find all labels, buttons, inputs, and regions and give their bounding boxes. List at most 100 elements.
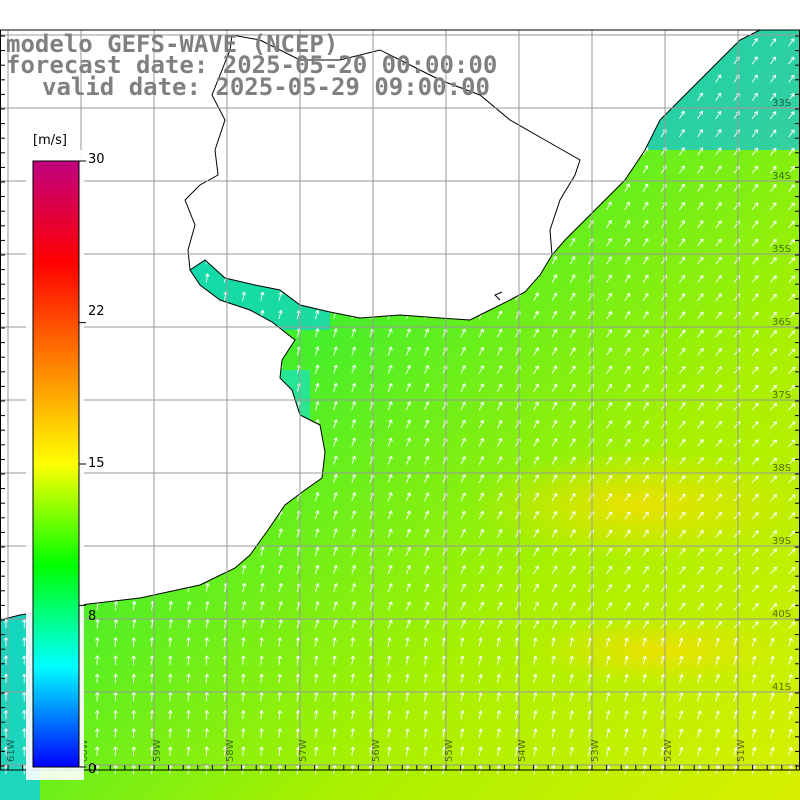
- wind-arrow: [751, 584, 759, 593]
- wind-arrow: [679, 147, 685, 156]
- wind-arrow: [131, 273, 137, 283]
- wind-arrow: [168, 728, 173, 738]
- wind-arrow: [715, 74, 722, 83]
- wind-arrow: [679, 566, 686, 575]
- wind-arrow: [770, 220, 777, 229]
- wind-arrow: [606, 438, 613, 447]
- wind-arrow: [533, 637, 538, 647]
- wind-arrow: [697, 183, 704, 192]
- wind-arrow: [679, 220, 685, 229]
- wind-arrow: [770, 512, 778, 520]
- wind-arrow: [606, 329, 613, 338]
- wind-arrow: [624, 728, 629, 738]
- wind-arrow: [424, 419, 430, 429]
- wind-arrow: [205, 491, 210, 502]
- wind-arrow: [95, 728, 100, 738]
- wind-arrow: [241, 164, 246, 174]
- wind-arrow: [478, 274, 484, 283]
- wind-arrow: [259, 255, 265, 265]
- wind-arrow: [697, 384, 704, 393]
- wind-arrow: [95, 546, 100, 556]
- wind-arrow: [460, 383, 466, 392]
- wind-arrow: [205, 364, 210, 374]
- wind-arrow: [478, 746, 483, 756]
- wind-arrow: [569, 128, 576, 138]
- wind-arrow: [751, 566, 759, 575]
- wind-arrow: [642, 37, 648, 47]
- wind-arrow: [624, 438, 631, 447]
- wind-arrow: [204, 182, 210, 192]
- wind-arrow: [642, 637, 647, 647]
- wind-arrow: [460, 292, 466, 301]
- wind-arrow: [351, 601, 357, 611]
- latitude-labels: 33S 34S 35S 36S 37S 38S 39S 40S 41S: [772, 98, 791, 693]
- wind-arrow: [186, 182, 191, 192]
- wind-arrow: [715, 256, 722, 265]
- wind-arrow: [314, 127, 319, 138]
- wind-arrow: [113, 182, 118, 192]
- wind-arrow: [788, 275, 796, 283]
- wind-arrow: [186, 346, 192, 356]
- wind-arrow: [460, 255, 466, 265]
- wind-arrow: [405, 292, 411, 301]
- wind-arrow: [478, 255, 484, 265]
- wind-arrow: [204, 237, 210, 247]
- wind-arrow: [769, 728, 775, 738]
- wind-arrow: [22, 364, 27, 374]
- wind-arrow: [424, 528, 430, 538]
- wind-arrow: [186, 400, 192, 411]
- wind-arrow: [715, 384, 723, 393]
- wind-arrow: [22, 546, 27, 556]
- wind-arrow: [551, 92, 557, 101]
- wind-arrow: [278, 528, 283, 538]
- wind-arrow: [788, 655, 793, 665]
- wind-arrow: [278, 309, 283, 320]
- wind-arrow: [624, 475, 631, 484]
- wind-arrow: [533, 110, 539, 119]
- wind-arrow: [405, 546, 411, 556]
- wind-arrow: [424, 182, 429, 192]
- wind-arrow: [770, 457, 778, 465]
- wind-arrow: [168, 473, 174, 483]
- wind-arrow: [788, 475, 796, 484]
- wind-arrow: [168, 455, 174, 465]
- wind-arrow: [496, 728, 501, 738]
- wind-arrow: [424, 583, 430, 593]
- wind-arrow: [788, 348, 796, 356]
- wind-arrow: [460, 746, 465, 756]
- wind-arrow: [533, 583, 539, 593]
- wind-arrow: [642, 220, 649, 229]
- wind-arrow: [751, 728, 757, 738]
- wind-arrow: [770, 165, 777, 174]
- wind-arrow: [751, 147, 759, 156]
- wind-arrow: [405, 455, 411, 465]
- wind-arrow: [168, 546, 174, 556]
- wind-arrow: [113, 382, 119, 392]
- wind-arrow: [424, 219, 429, 229]
- wind-arrow: [204, 673, 210, 684]
- latitude-label: 41S: [772, 682, 791, 693]
- wind-arrow: [131, 327, 137, 338]
- wind-arrow: [186, 491, 192, 502]
- wind-arrow: [131, 746, 137, 756]
- wind-arrow: [333, 601, 338, 611]
- latitude-label: 34S: [772, 171, 791, 182]
- wind-arrow: [624, 201, 630, 211]
- wind-arrow: [350, 728, 355, 738]
- wind-arrow: [333, 255, 338, 265]
- wind-arrow: [167, 127, 173, 138]
- wind-arrow: [551, 292, 558, 302]
- wind-arrow: [405, 219, 411, 229]
- wind-arrow: [642, 128, 649, 138]
- wind-arrow: [22, 564, 27, 574]
- wind-arrow: [769, 746, 775, 756]
- wind-arrow: [642, 165, 649, 174]
- wind-arrow: [751, 530, 759, 538]
- wind-arrow: [3, 109, 8, 119]
- wind-arrow: [351, 473, 357, 483]
- wind-arrow: [606, 37, 612, 47]
- wind-arrow: [95, 473, 100, 483]
- wind-arrow: [460, 583, 466, 593]
- wind-arrow: [569, 746, 574, 756]
- wind-arrow: [21, 236, 27, 247]
